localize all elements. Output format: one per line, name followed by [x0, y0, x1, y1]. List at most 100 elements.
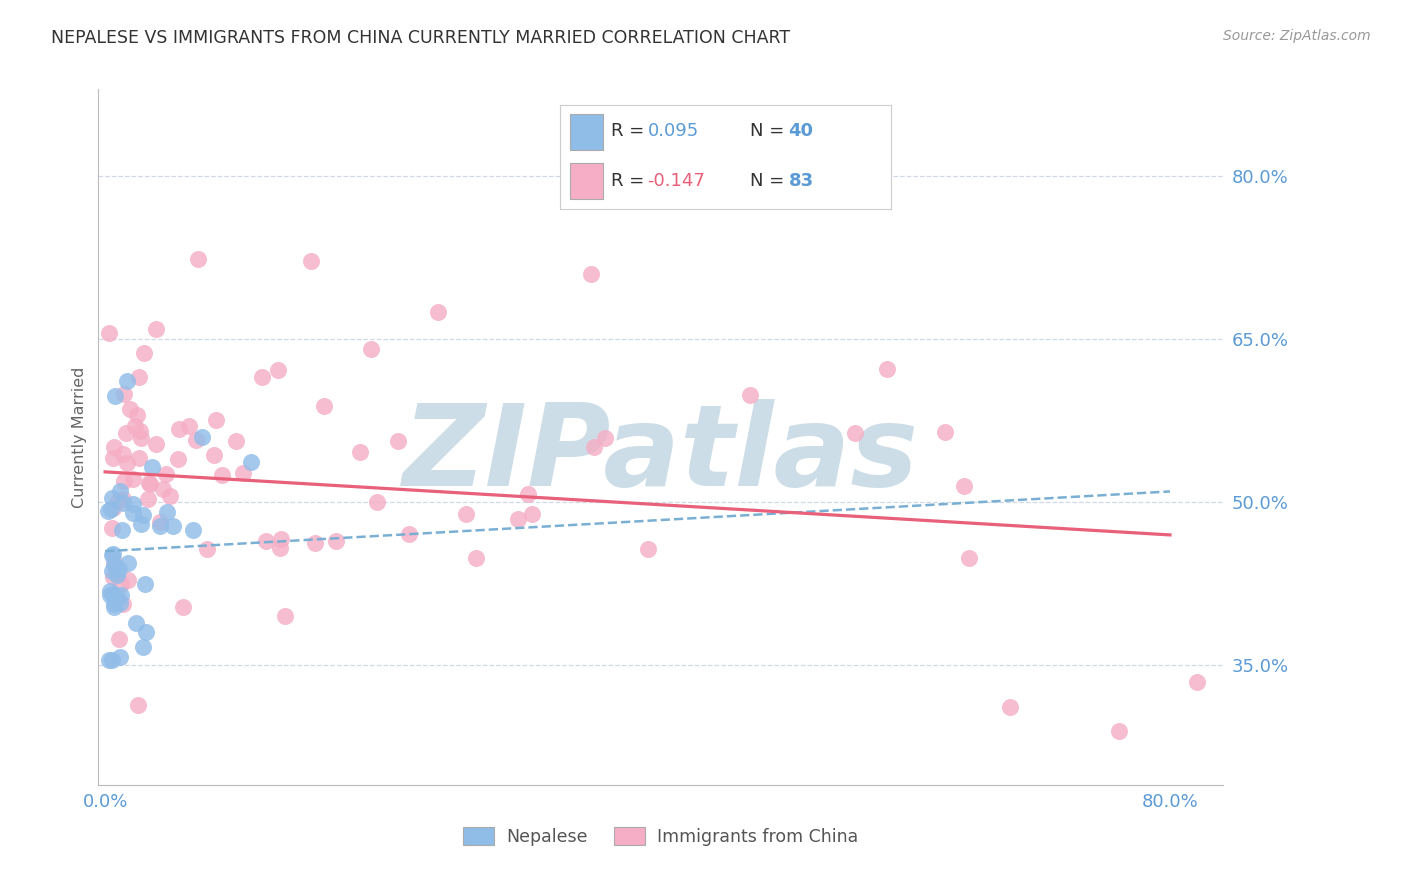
Point [952, 478, 974, 492]
Point [101, 587, 124, 601]
Point [128, 450, 150, 465]
Point [304, 536, 326, 550]
Point [266, 363, 288, 377]
Point [312, 399, 335, 413]
Point [100, 502, 122, 516]
Point [132, 346, 155, 360]
Point [454, 508, 477, 522]
Point [98, 326, 121, 340]
Point [957, 550, 980, 565]
Point [110, 577, 132, 591]
Point [162, 519, 184, 533]
Point [191, 430, 214, 444]
Point [105, 590, 128, 604]
Point [637, 541, 659, 556]
Point [138, 491, 160, 506]
Point [124, 419, 146, 434]
Point [125, 408, 148, 422]
Point [138, 476, 160, 491]
Point [111, 447, 134, 461]
Point [202, 448, 225, 462]
Point [426, 305, 449, 319]
Point [112, 474, 135, 488]
Point [464, 551, 486, 566]
Point [107, 494, 129, 508]
Point [254, 533, 277, 548]
Point [149, 516, 172, 530]
Point [98, 588, 121, 602]
Point [349, 445, 371, 459]
Point [204, 412, 226, 426]
Point [232, 466, 254, 480]
Point [134, 577, 156, 591]
Point [135, 624, 157, 639]
Point [1108, 723, 1130, 738]
Point [115, 456, 138, 470]
Point [366, 494, 388, 508]
Point [131, 516, 153, 531]
Y-axis label: Currently Married: Currently Married [72, 367, 87, 508]
Point [250, 370, 273, 384]
Point [101, 569, 124, 583]
Point [110, 596, 132, 610]
Point [97, 503, 120, 517]
Point [583, 440, 606, 454]
Point [120, 402, 142, 417]
Point [225, 434, 247, 449]
Point [101, 491, 124, 505]
Point [122, 497, 145, 511]
Point [103, 597, 125, 611]
Point [101, 653, 124, 667]
Point [387, 434, 409, 448]
Point [172, 599, 194, 614]
Point [101, 564, 124, 578]
Point [103, 547, 125, 561]
Point [177, 419, 200, 434]
Point [103, 599, 125, 614]
Point [167, 452, 190, 467]
Point [103, 501, 125, 516]
Point [103, 558, 125, 573]
Point [169, 422, 191, 436]
Point [98, 584, 121, 599]
Point [141, 459, 163, 474]
Point [517, 487, 540, 501]
Point [129, 431, 152, 445]
Point [112, 598, 135, 612]
Point [360, 342, 382, 356]
Point [181, 523, 204, 537]
Point [934, 425, 956, 440]
Point [211, 467, 233, 482]
Point [138, 477, 160, 491]
Point [117, 573, 139, 587]
Point [115, 426, 138, 441]
Point [187, 252, 209, 266]
Point [110, 483, 132, 498]
Point [145, 322, 167, 336]
Point [101, 521, 124, 535]
Point [299, 254, 322, 268]
Point [112, 387, 135, 401]
Point [155, 467, 177, 481]
Point [111, 491, 134, 506]
Point [105, 567, 128, 582]
Point [127, 698, 149, 713]
Point [122, 506, 145, 520]
Point [107, 562, 129, 576]
Point [129, 424, 152, 438]
Point [97, 653, 120, 667]
Point [100, 549, 122, 563]
Point [325, 533, 347, 548]
Point [156, 505, 179, 519]
Point [269, 541, 291, 555]
Point [115, 375, 138, 389]
Point [103, 440, 125, 454]
Point [159, 489, 181, 503]
Point [103, 450, 125, 465]
Point [274, 608, 297, 623]
Point [506, 512, 529, 526]
Legend: Nepalese, Immigrants from China: Nepalese, Immigrants from China [456, 820, 866, 853]
Point [1000, 699, 1022, 714]
Point [398, 526, 420, 541]
Point [152, 483, 174, 497]
